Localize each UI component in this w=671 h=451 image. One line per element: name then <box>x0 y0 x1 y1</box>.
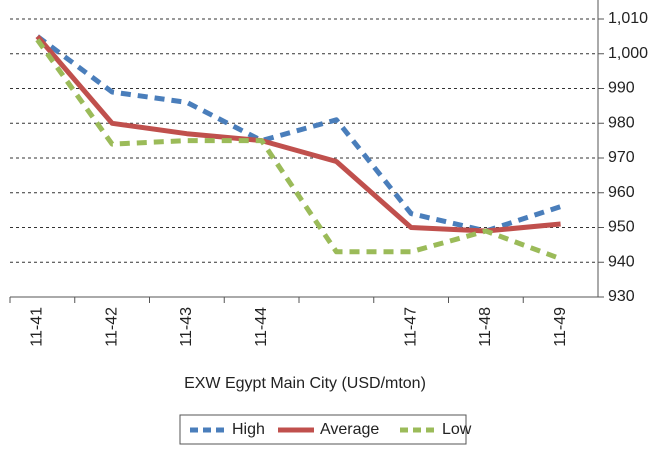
legend-label: High <box>232 421 265 438</box>
x-tick-label: 11-44 <box>253 307 270 347</box>
y-tick-label: 990 <box>608 80 635 97</box>
x-axis-title: EXW Egypt Main City (USD/mton) <box>184 375 426 392</box>
x-tick-label: 11-42 <box>103 307 120 347</box>
x-tick-label: 11-43 <box>178 307 195 347</box>
legend-label: Low <box>442 421 472 438</box>
x-tick-label: 11-41 <box>29 307 46 347</box>
line-series <box>35 38 562 262</box>
y-tick-label: 1,010 <box>608 10 648 27</box>
y-tick-label: 1,000 <box>608 45 648 62</box>
x-tick-label: 11-47 <box>402 307 419 347</box>
y-tick-label: 970 <box>608 149 635 166</box>
y-tick-label: 940 <box>608 253 635 270</box>
legend: High Average Low <box>179 414 472 445</box>
x-tick-label: 11-49 <box>552 307 569 347</box>
y-tick-label: 950 <box>608 219 635 236</box>
x-tick-label: 11-48 <box>477 307 494 347</box>
legend-label: Average <box>320 421 379 438</box>
y-tick-label: 980 <box>608 114 635 131</box>
line-series <box>35 34 562 234</box>
line-series <box>35 34 561 234</box>
y-tick-label: 930 <box>608 288 635 305</box>
y-tick-label: 960 <box>608 184 635 201</box>
